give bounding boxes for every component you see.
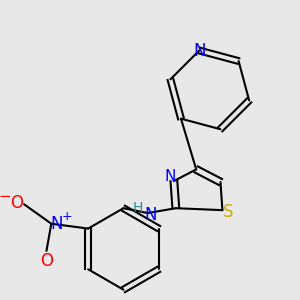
Text: H: H xyxy=(133,201,143,215)
Text: S: S xyxy=(223,203,233,221)
Text: −: − xyxy=(0,189,11,204)
Text: N: N xyxy=(193,41,206,59)
Text: O: O xyxy=(10,194,23,212)
Text: O: O xyxy=(40,252,53,270)
Text: N: N xyxy=(164,169,176,184)
Text: +: + xyxy=(61,210,72,224)
Text: N: N xyxy=(50,215,62,233)
Text: N: N xyxy=(144,206,157,224)
